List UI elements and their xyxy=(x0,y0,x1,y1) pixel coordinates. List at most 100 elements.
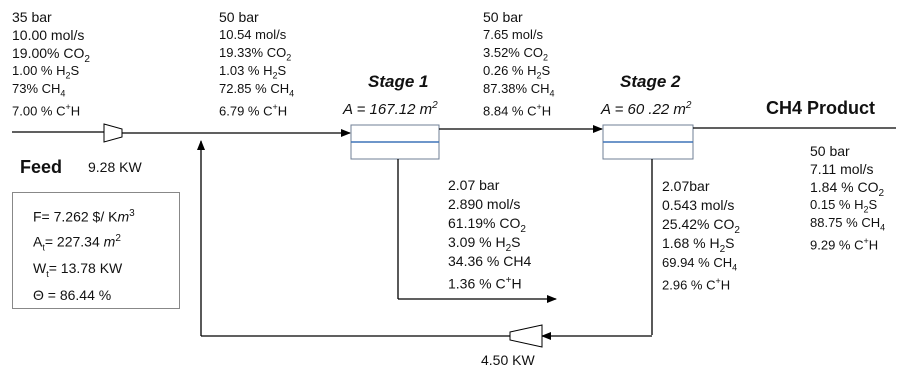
feed-co2: 19.00% CO xyxy=(12,45,85,61)
sub2: 2 xyxy=(520,223,526,235)
feed-h2s-row: 1.00 % H2S xyxy=(12,62,90,81)
stage2-area: A = 60 .22 m2 xyxy=(601,97,691,118)
sup-plus: + xyxy=(65,102,71,112)
sub4: 4 xyxy=(880,222,886,233)
feed-stream-info: 35 bar 10.00 mol/s 19.00% CO2 1.00 % H2S… xyxy=(12,8,90,119)
stage2-permeate-info: 2.07bar 0.543 mol/s 25.42% CO2 1.68 % H2… xyxy=(662,177,740,293)
feed-h2s: 1.00 % H xyxy=(12,63,66,78)
stage1-permeate-chp: 1.36 % C xyxy=(448,275,506,292)
h-letter: H xyxy=(277,103,288,119)
sup2: 2 xyxy=(685,100,692,111)
summary-area-sub: t xyxy=(42,242,45,253)
stage2-permeate-co2-row: 25.42% CO2 xyxy=(662,215,740,236)
sub2: 2 xyxy=(65,70,71,81)
stage1-inlet-ch4-row: 72.85 % CH4 xyxy=(219,80,295,99)
s-letter: S xyxy=(541,63,551,78)
h-letter: H xyxy=(868,237,879,253)
feed-co2-row: 19.00% CO2 xyxy=(12,44,90,65)
stage1-permeate-chp-row: 1.36 % C+H xyxy=(448,271,531,292)
stage1-inlet-pressure: 50 bar xyxy=(219,9,259,25)
h-letter: H xyxy=(720,277,731,293)
feed-flow: 10.00 mol/s xyxy=(12,27,85,43)
h-letter: H xyxy=(511,275,522,292)
stage2-inlet-flow: 7.65 mol/s xyxy=(483,27,543,42)
stage1-area: A = 167.12 m2 xyxy=(343,97,438,118)
sub4: 4 xyxy=(289,88,295,99)
stage1-permeate-co2-row: 61.19% CO2 xyxy=(448,214,531,235)
stage2-inlet-h2s-row: 0.26 % H2S xyxy=(483,62,555,81)
stage1-inlet-co2: 19.33% CO xyxy=(219,45,287,60)
s-letter: S xyxy=(70,63,80,78)
summary-area-unit: m xyxy=(103,233,116,250)
feed-pressure: 35 bar xyxy=(12,9,52,25)
stage1-permeate-info: 2.07 bar 2.890 mol/s 61.19% CO2 3.09 % H… xyxy=(448,176,532,292)
sub2: 2 xyxy=(863,204,869,215)
stage1-permeate-h2s: 3.09 % H xyxy=(448,234,506,250)
stage2-permeate-ch4-row: 69.94 % CH4 xyxy=(662,253,740,273)
recycle-compressor xyxy=(509,324,543,348)
feed-compressor xyxy=(103,123,123,143)
stage1-permeate-pressure: 2.07 bar xyxy=(448,177,500,193)
sub4: 4 xyxy=(549,88,555,99)
feed-chp-row: 7.00 % C+H xyxy=(12,98,90,119)
stage2-inlet-info: 50 bar 7.65 mol/s 3.52% CO2 0.26 % H2S 8… xyxy=(483,8,555,119)
summary-theta: Θ = 86.44 % xyxy=(33,286,112,303)
stage2-inlet-co2-row: 3.52% CO2 xyxy=(483,44,555,63)
sub2: 2 xyxy=(719,243,726,255)
s-letter: S xyxy=(277,63,287,78)
product-co2: 1.84 % CO xyxy=(810,179,879,195)
stage2-area-value: A = 60 .22 xyxy=(601,101,670,118)
stage2-permeate-chp-row: 2.96 % C+H xyxy=(662,272,740,293)
product-h2s-row: 0.15 % H2S xyxy=(810,196,885,215)
feed-compressor-power: 9.28 KW xyxy=(88,159,142,175)
stage1-permeate-co2: 61.19% CO xyxy=(448,215,521,231)
sub2: 2 xyxy=(84,53,90,65)
product-chp: 9.29 % C xyxy=(810,237,864,253)
summary-area-symbol: A xyxy=(33,233,43,250)
sub4: 4 xyxy=(60,88,66,99)
sup-plus: + xyxy=(505,275,512,286)
summary-work-row: Wt= 13.78 KW xyxy=(33,258,179,285)
s-letter: S xyxy=(725,235,735,251)
stage1-inlet-h2s: 1.03 % H xyxy=(219,63,273,78)
stage1-permeate-ch4: 34.36 % CH4 xyxy=(448,253,532,269)
sub2: 2 xyxy=(542,52,548,63)
stage1-inlet-info: 50 bar 10.54 mol/s 19.33% CO2 1.03 % H2S… xyxy=(219,8,295,119)
stage2-permeate-h2s-row: 1.68 % H2S xyxy=(662,234,740,255)
stage1-inlet-co2-row: 19.33% CO2 xyxy=(219,44,294,63)
h-letter: H xyxy=(70,103,81,119)
stage2-permeate-h2s: 1.68 % H xyxy=(662,235,720,251)
product-co2-row: 1.84 % CO2 xyxy=(810,178,885,199)
product-flow: 7.11 mol/s xyxy=(810,161,874,177)
sup-plus: + xyxy=(536,102,542,112)
summary-box: F= 7.262 $/ Km3 At= 227.34 m2 Wt= 13.78 … xyxy=(12,192,180,309)
stage1-area-value: A = 167.12 xyxy=(343,101,416,118)
sub4: 4 xyxy=(732,262,738,273)
sub2: 2 xyxy=(878,187,885,199)
sup2: 2 xyxy=(115,232,121,244)
product-h2s: 0.15 % H xyxy=(810,197,864,212)
summary-cost: F= 7.262 $/ K xyxy=(33,208,118,225)
sub2: 2 xyxy=(286,52,292,63)
summary-area-row: At= 227.34 m2 xyxy=(33,228,179,258)
sup3: 3 xyxy=(129,208,135,219)
sub2: 2 xyxy=(734,224,740,236)
product-title: CH4 Product xyxy=(766,98,876,118)
stage2-permeate-co2: 25.42% CO xyxy=(662,216,735,232)
stage2-inlet-ch4: 87.38% CH xyxy=(483,81,550,96)
stage1-area-unit: m xyxy=(419,101,433,118)
stage2-permeate-chp: 2.96 % C xyxy=(662,277,716,293)
summary-work-value: = 13.78 KW xyxy=(48,260,123,277)
sup-plus: + xyxy=(272,102,278,112)
summary-area-value: = 227.34 xyxy=(44,233,100,250)
feed-label: Feed xyxy=(20,157,63,177)
product-pressure: 50 bar xyxy=(810,143,850,159)
summary-work-symbol: W xyxy=(33,260,47,277)
h-letter: H xyxy=(541,103,552,119)
summary-cost-unit: m xyxy=(117,208,130,225)
stage1-permeate-flow: 2.890 mol/s xyxy=(448,196,521,212)
stage2-title: Stage 2 xyxy=(620,72,681,91)
sub2: 2 xyxy=(536,70,542,81)
stage2-permeate-pressure: 2.07bar xyxy=(662,178,710,194)
